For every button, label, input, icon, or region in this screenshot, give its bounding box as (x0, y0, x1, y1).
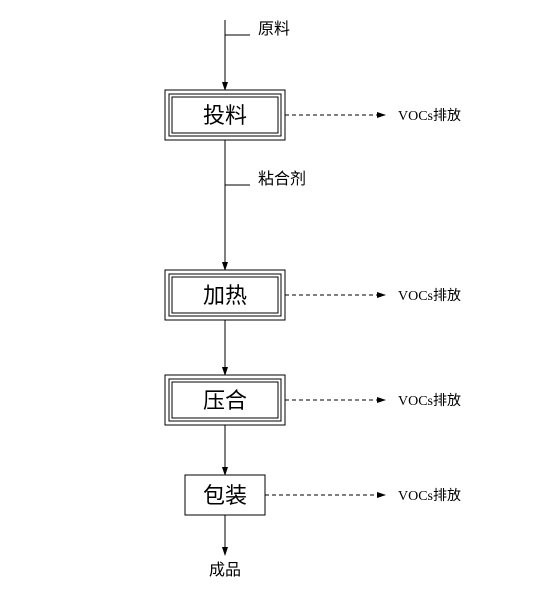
node-press: 压合 (165, 375, 285, 425)
adhesive-label: 粘合剂 (258, 170, 306, 188)
node-pack: 包装 (185, 475, 265, 515)
end-product-label: 成品 (209, 561, 241, 579)
emission-1-label: VOCs排放 (398, 108, 461, 124)
node-feed-label: 投料 (203, 103, 247, 128)
raw-label: 原料 (258, 20, 290, 38)
input-raw: 原料 (225, 20, 290, 38)
emission-4-label: VOCs排放 (398, 488, 461, 504)
emission-3-label: VOCs排放 (398, 393, 461, 409)
input-adhesive: 粘合剂 (225, 170, 306, 188)
node-press-label: 压合 (203, 388, 247, 413)
emission-2-label: VOCs排放 (398, 288, 461, 304)
emission-1: VOCs排放 (285, 108, 461, 124)
emission-2: VOCs排放 (285, 288, 461, 304)
node-pack-label: 包装 (203, 483, 247, 508)
node-feed: 投料 (165, 90, 285, 140)
node-heat-label: 加热 (203, 283, 247, 308)
emission-4: VOCs排放 (265, 488, 461, 504)
node-heat: 加热 (165, 270, 285, 320)
emission-3: VOCs排放 (285, 393, 461, 409)
